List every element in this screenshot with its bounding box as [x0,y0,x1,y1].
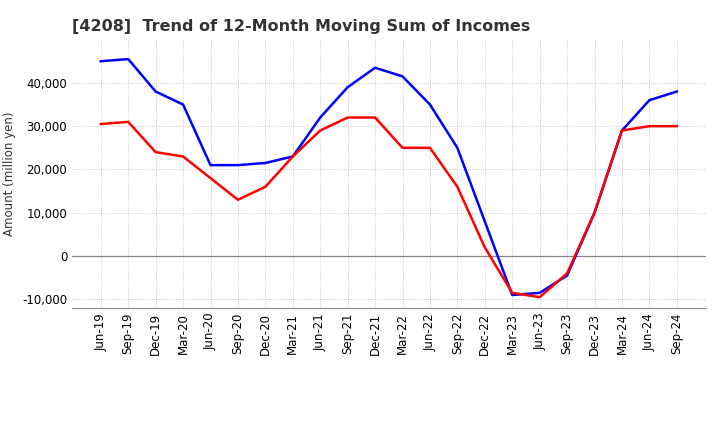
Ordinary Income [508,292,516,297]
Net Income [371,115,379,120]
Net Income [590,210,599,216]
Ordinary Income [672,89,681,94]
Net Income [453,184,462,190]
Net Income [289,154,297,159]
Net Income [426,145,434,150]
Net Income [124,119,132,125]
Ordinary Income [453,145,462,150]
Net Income [151,150,160,155]
Net Income [398,145,407,150]
Ordinary Income [316,115,325,120]
Y-axis label: Amount (million yen): Amount (million yen) [4,112,17,236]
Ordinary Income [261,160,270,165]
Ordinary Income [371,65,379,70]
Ordinary Income [563,273,572,278]
Ordinary Income [645,98,654,103]
Text: [4208]  Trend of 12-Month Moving Sum of Incomes: [4208] Trend of 12-Month Moving Sum of I… [72,19,530,34]
Ordinary Income [343,84,352,90]
Ordinary Income [233,162,242,168]
Net Income [261,184,270,190]
Net Income [645,124,654,129]
Ordinary Income [289,154,297,159]
Ordinary Income [151,89,160,94]
Net Income [618,128,626,133]
Ordinary Income [179,102,187,107]
Ordinary Income [398,74,407,79]
Ordinary Income [124,56,132,62]
Net Income [179,154,187,159]
Net Income [563,271,572,276]
Ordinary Income [206,162,215,168]
Net Income [316,128,325,133]
Line: Net Income: Net Income [101,117,677,297]
Net Income [206,176,215,181]
Net Income [480,245,489,250]
Line: Ordinary Income: Ordinary Income [101,59,677,295]
Ordinary Income [480,219,489,224]
Ordinary Income [536,290,544,296]
Ordinary Income [618,128,626,133]
Net Income [536,294,544,300]
Net Income [96,121,105,127]
Ordinary Income [590,210,599,216]
Ordinary Income [426,102,434,107]
Ordinary Income [96,59,105,64]
Net Income [233,197,242,202]
Net Income [343,115,352,120]
Net Income [672,124,681,129]
Net Income [508,290,516,296]
